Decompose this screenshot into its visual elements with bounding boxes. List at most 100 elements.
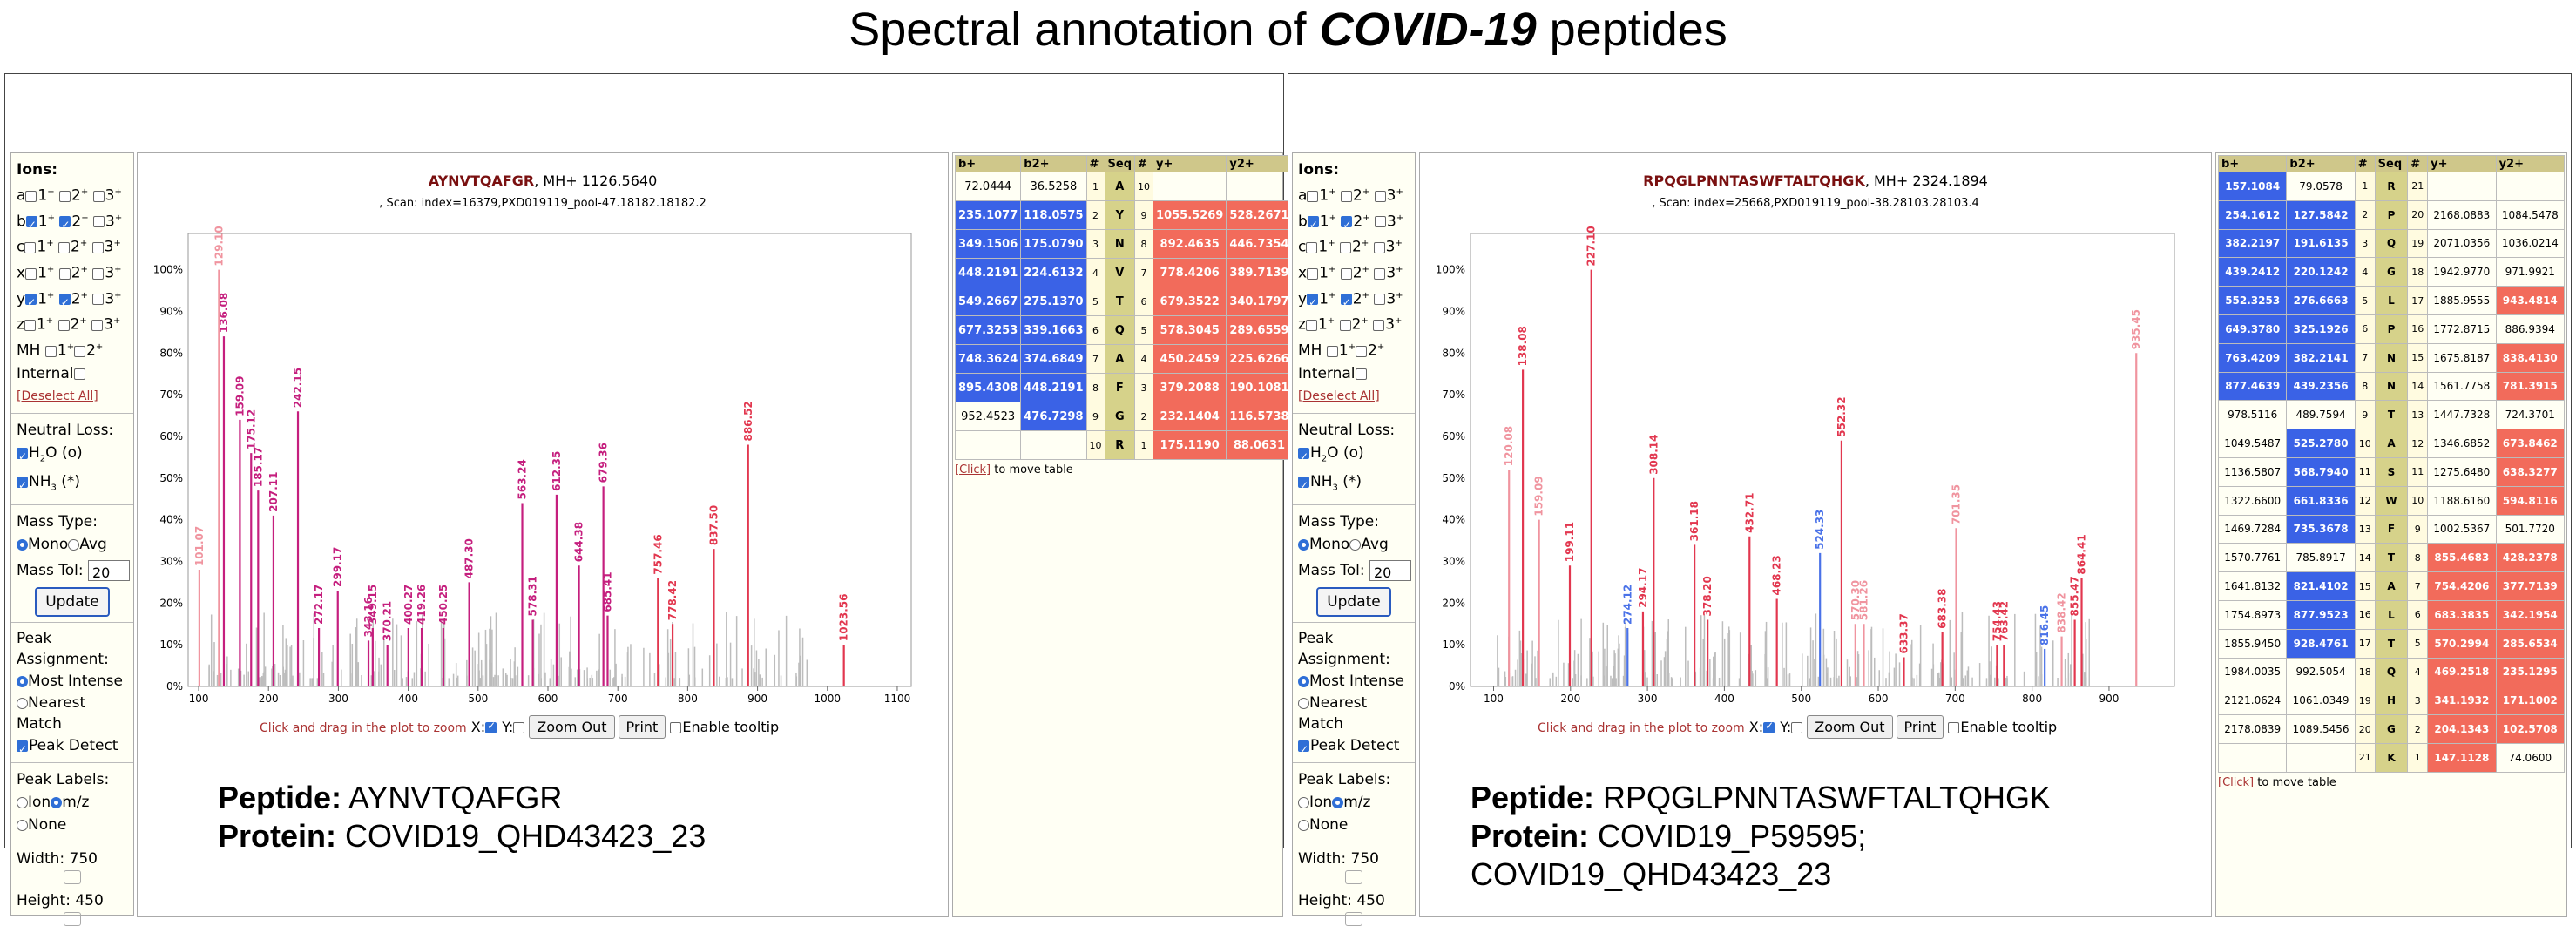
spectrum-chart[interactable]: 100% 90% 80% 70% 60% 50% 40% 30% 20% 10% 0% 100 200 3… [1420,214,2211,789]
ion-a-charge1-checkbox[interactable] [1307,190,1319,202]
ion-z-charge1-checkbox[interactable] [1305,319,1317,331]
ion-y-charge3-checkbox[interactable] [1374,294,1386,306]
avg-radio[interactable] [68,539,80,551]
peak-detect-checkbox[interactable] [17,738,28,760]
x-zoom-checkbox[interactable] [485,720,497,733]
mono-radio[interactable] [1298,539,1309,551]
ion-b-charge2-checkbox[interactable] [1341,213,1353,236]
ion-z-charge3-checkbox[interactable] [91,319,104,331]
ion-a-charge2-checkbox[interactable] [59,190,71,202]
update-button[interactable]: Update [35,587,110,618]
ion-b-charge3-checkbox[interactable] [93,216,105,228]
mh-charge1-checkbox[interactable] [44,345,57,357]
ion-z-charge2-checkbox[interactable] [1339,319,1351,331]
nh3-checkbox[interactable] [1298,474,1309,497]
ion-a-charge1-checkbox[interactable] [25,190,37,202]
mz-radio[interactable] [1332,797,1344,809]
ion-c-charge2-checkbox[interactable] [1339,241,1351,253]
width-slider[interactable] [1345,870,1362,885]
update-button[interactable]: Update [1316,587,1391,618]
ion-a-charge3-checkbox[interactable] [92,190,105,202]
charge-plus: + [1328,264,1336,274]
zoom-out-button[interactable]: Zoom Out [1807,715,1893,739]
ion-y-charge2-checkbox[interactable] [58,291,71,314]
charge-plus: + [46,264,55,274]
peak-label: 450.25 [437,585,450,625]
table-cell: 6 [2407,599,2429,630]
none-radio[interactable] [17,820,28,832]
internal-checkbox[interactable] [73,368,85,380]
ion-z-charge3-checkbox[interactable] [1373,319,1385,331]
ion-c-charge1-checkbox[interactable] [24,241,37,253]
ion-z-charge2-checkbox[interactable] [57,319,70,331]
width-slider[interactable] [64,870,81,885]
ion-b-charge3-checkbox[interactable] [1375,216,1387,228]
ion-x-charge2-checkbox[interactable] [1340,267,1352,280]
y-zoom-checkbox[interactable] [513,722,525,733]
ion-y-charge2-checkbox[interactable] [1340,291,1352,314]
ion-x-charge3-checkbox[interactable] [92,267,105,280]
ion-c-charge2-checkbox[interactable] [57,241,70,253]
table-cell: 2 [2354,199,2376,230]
peak-detect-checkbox[interactable] [1298,738,1309,760]
h2o-checkbox[interactable] [17,445,28,468]
ion-a-charge2-checkbox[interactable] [1341,190,1353,202]
most-intense-radio[interactable] [1298,676,1309,688]
ion-y-charge3-checkbox[interactable] [92,294,105,306]
mono-radio[interactable] [17,539,28,551]
ion-z-charge1-checkbox[interactable] [24,319,36,331]
print-button[interactable]: Print [1896,715,1944,739]
ion-y-charge1-checkbox[interactable] [25,291,37,314]
ion-b-charge1-checkbox[interactable] [25,213,37,236]
mh-charge1-checkbox[interactable] [1326,345,1338,357]
avg-radio[interactable] [1349,539,1362,551]
ion-b-charge2-checkbox[interactable] [59,213,71,236]
none-radio[interactable] [1298,820,1309,832]
mh-charge2-checkbox[interactable] [74,345,86,357]
deselect-all-link[interactable]: [Deselect All] [1298,389,1380,403]
deselect-all-link[interactable]: [Deselect All] [17,389,98,403]
ion-c-charge3-checkbox[interactable] [91,241,104,253]
zoom-out-button[interactable]: Zoom Out [529,715,615,739]
nearest-match-radio[interactable] [1298,698,1309,710]
height-slider[interactable] [1345,912,1362,926]
tooltip-checkbox[interactable] [1948,722,1960,733]
ion-c-charge1-checkbox[interactable] [1306,241,1318,253]
x-tick-label: 300 [328,693,348,705]
nearest-match-radio[interactable] [17,698,28,710]
ion-radio[interactable] [1298,797,1309,809]
ion-radio[interactable] [17,797,28,809]
ion-x-charge1-checkbox[interactable] [1307,267,1319,280]
nh3-checkbox[interactable] [17,474,28,497]
x-zoom-checkbox[interactable] [1763,720,1775,733]
internal-checkbox[interactable] [1355,368,1367,380]
x-tick-label: 200 [259,693,279,705]
move-table-link[interactable]: [Click] [955,463,991,477]
ion-b-charge1-checkbox[interactable] [1307,213,1319,236]
most-intense-radio[interactable] [17,676,28,688]
ion-x-charge3-checkbox[interactable] [1374,267,1386,280]
charge-plus: + [1362,264,1369,274]
table-cell: F [1104,373,1136,402]
table-cell: 638.3277 [2495,456,2566,487]
mz-radio[interactable] [51,797,63,809]
charge-plus: + [80,264,88,274]
ion-a-charge3-checkbox[interactable] [1374,190,1386,202]
charge-label: 1 [1319,186,1329,205]
ion-x-charge1-checkbox[interactable] [25,267,37,280]
ion-x-charge2-checkbox[interactable] [58,267,71,280]
move-table-link[interactable]: [Click] [2218,775,2255,789]
ion-c-charge3-checkbox[interactable] [1373,241,1385,253]
x-tick-label: 800 [2022,693,2042,705]
charge-plus: + [1329,187,1336,197]
y-zoom-checkbox[interactable] [1791,722,1803,733]
mass-tol-input[interactable]: 20 [1369,560,1411,582]
h2o-checkbox[interactable] [1298,445,1309,468]
spectrum-chart[interactable]: 100% 90% 80% 70% 60% 50% 40% 30% 20% 10% 0% 100 200 3… [138,214,948,789]
ion-y-charge1-checkbox[interactable] [1307,291,1319,314]
mh-charge2-checkbox[interactable] [1356,345,1368,357]
tooltip-checkbox[interactable] [670,722,682,733]
height-slider[interactable] [64,912,81,926]
mass-tol-input[interactable]: 20 [87,560,130,582]
print-button[interactable]: Print [618,715,666,739]
